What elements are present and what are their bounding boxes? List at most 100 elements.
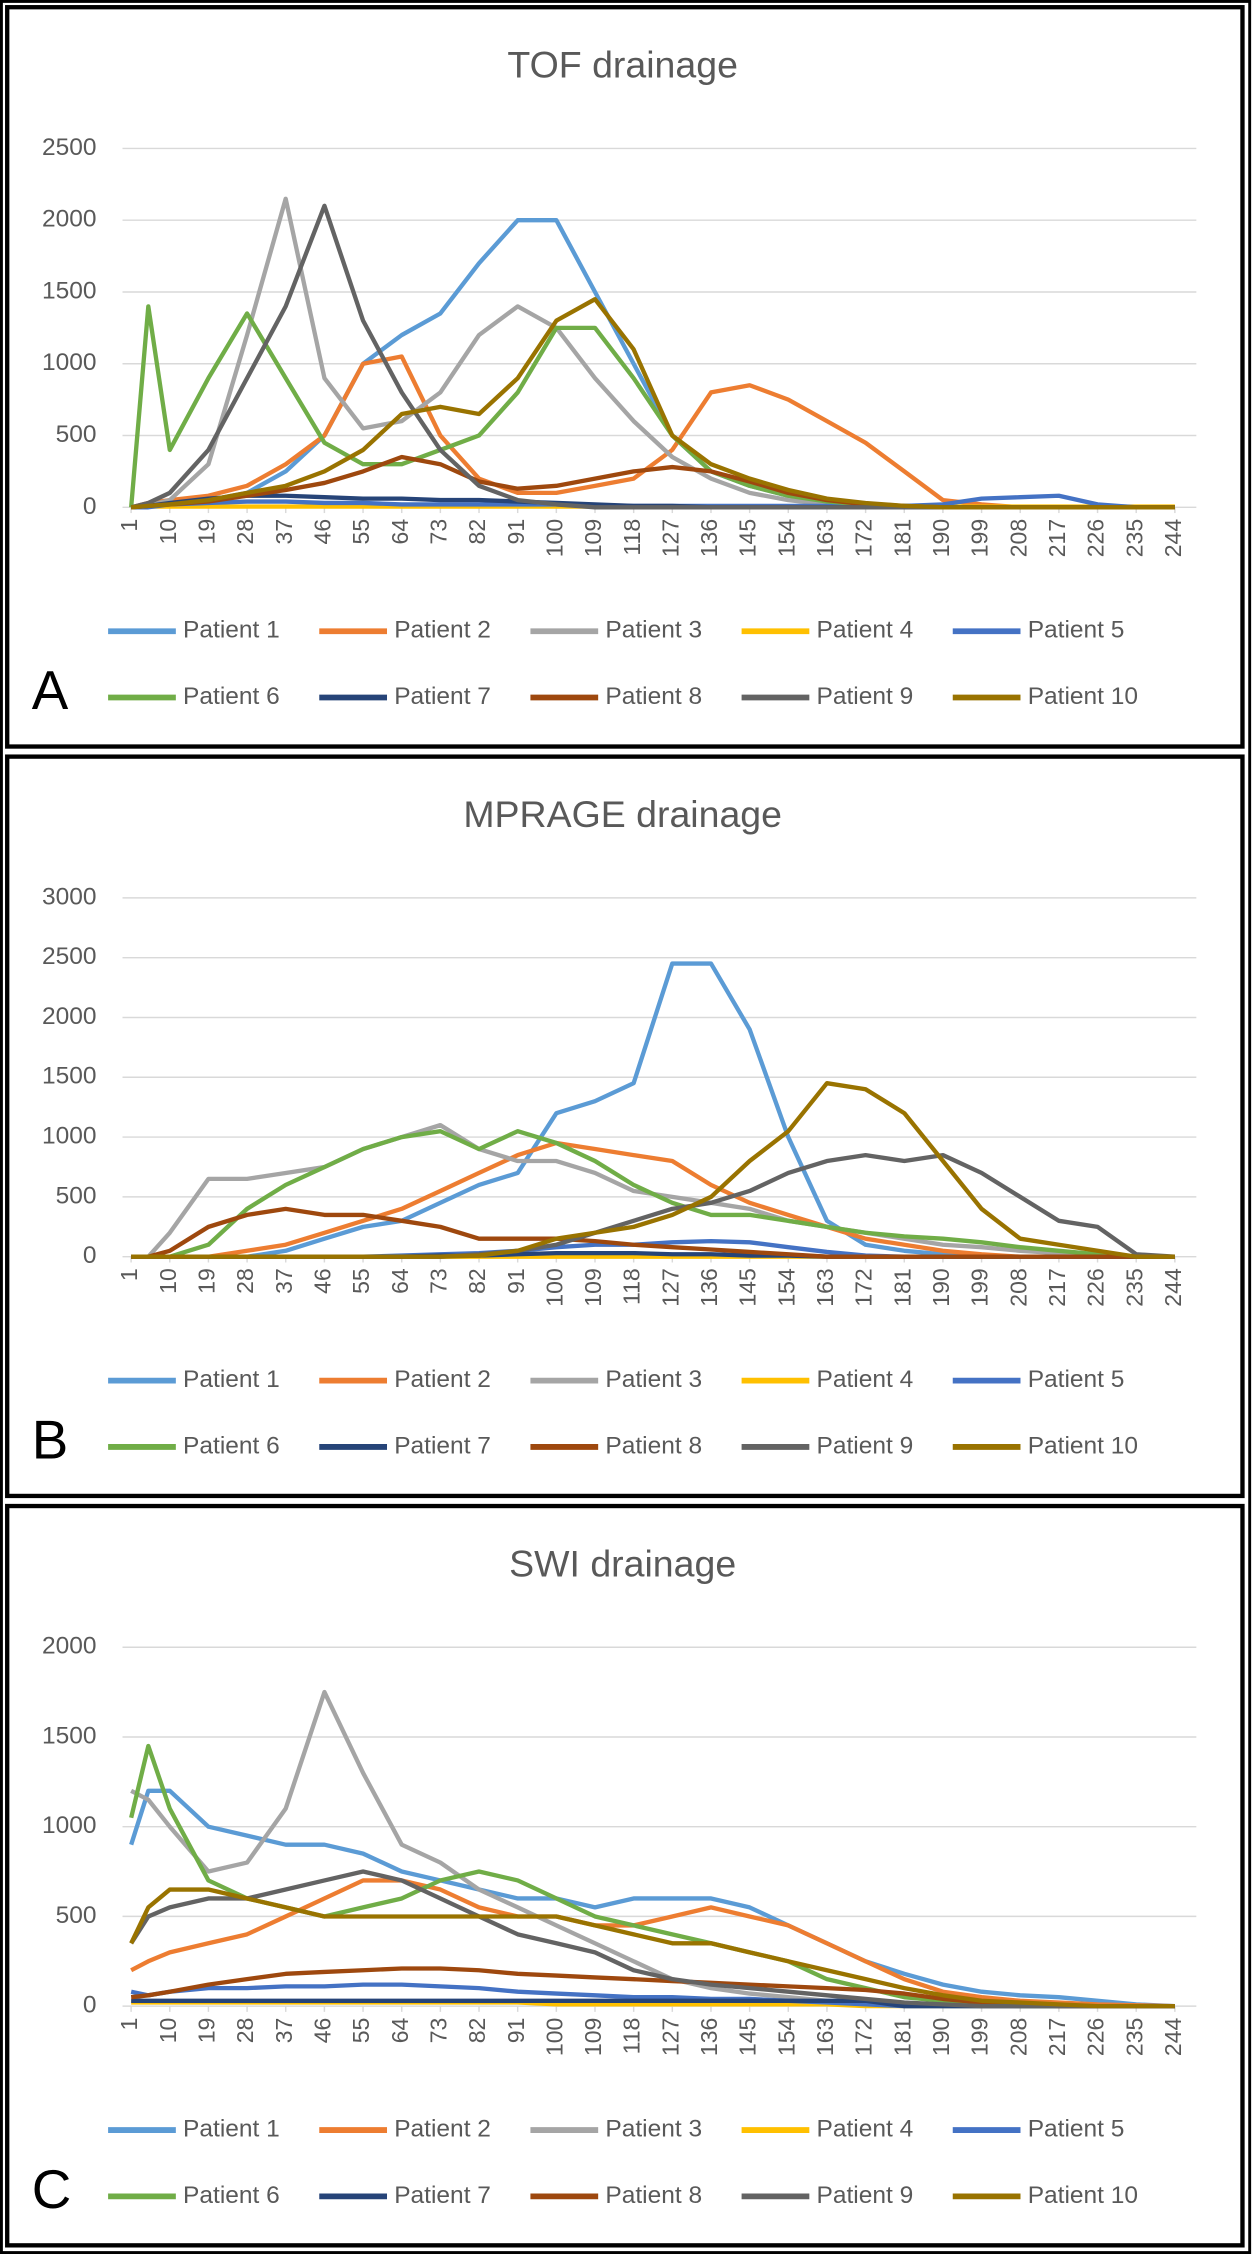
x-tick-label: 181 bbox=[889, 2018, 915, 2056]
x-tick-label: 118 bbox=[619, 519, 645, 556]
x-tick-label: 163 bbox=[812, 1268, 838, 1306]
y-tick-label: 0 bbox=[83, 1242, 97, 1269]
y-tick-label: 1000 bbox=[42, 1812, 97, 1839]
legend-label: Patient 7 bbox=[394, 2182, 491, 2209]
series-line bbox=[129, 1887, 1175, 2009]
panel-label: A bbox=[32, 659, 69, 721]
x-tick-label: 127 bbox=[657, 1268, 683, 1306]
x-tick-label: 46 bbox=[309, 2018, 335, 2044]
panel-frame bbox=[5, 754, 1245, 1499]
y-tick-label: 2000 bbox=[42, 1003, 97, 1030]
x-tick-label: 37 bbox=[271, 2018, 297, 2044]
x-tick-label: 127 bbox=[657, 519, 683, 557]
legend-label: Patient 1 bbox=[183, 617, 280, 644]
y-tick-label: 1000 bbox=[42, 349, 97, 376]
x-tick-label: 100 bbox=[541, 1268, 567, 1306]
legend-label: Patient 7 bbox=[394, 1432, 491, 1459]
x-tick-label: 91 bbox=[503, 2018, 529, 2044]
x-tick-label: 64 bbox=[387, 2017, 413, 2043]
x-tick-label: 217 bbox=[1044, 2018, 1070, 2056]
x-tick-label: 28 bbox=[232, 1268, 258, 1294]
legend-label: Patient 1 bbox=[183, 2116, 280, 2143]
x-tick-label: 181 bbox=[889, 1268, 915, 1306]
legend-label: Patient 8 bbox=[605, 683, 702, 710]
y-tick-label: 2000 bbox=[42, 1633, 97, 1660]
series-line bbox=[130, 297, 1175, 510]
legend-label: Patient 2 bbox=[394, 2116, 491, 2143]
x-tick-label: 109 bbox=[580, 2018, 606, 2056]
x-tick-label: 118 bbox=[619, 1268, 645, 1305]
x-tick-label: 1 bbox=[116, 1268, 142, 1281]
x-tick-label: 55 bbox=[348, 1268, 374, 1294]
x-tick-label: 1 bbox=[116, 519, 142, 532]
x-tick-label: 55 bbox=[348, 519, 374, 545]
legend-label: Patient 4 bbox=[817, 2116, 914, 2143]
x-tick-label: 154 bbox=[773, 2017, 799, 2056]
x-tick-label: 28 bbox=[232, 2018, 258, 2044]
y-tick-label: 500 bbox=[56, 1902, 97, 1929]
panel-frame bbox=[5, 5, 1245, 749]
x-tick-label: 91 bbox=[503, 519, 529, 545]
x-tick-label: 10 bbox=[155, 519, 181, 545]
y-tick-label: 2500 bbox=[42, 134, 97, 161]
x-tick-label: 19 bbox=[194, 1268, 220, 1294]
legend-label: Patient 6 bbox=[183, 683, 280, 710]
x-tick-label: 244 bbox=[1160, 519, 1186, 558]
x-tick-label: 226 bbox=[1083, 1268, 1109, 1306]
x-tick-label: 226 bbox=[1083, 2018, 1109, 2056]
x-tick-label: 244 bbox=[1160, 1268, 1186, 1307]
legend-label: Patient 4 bbox=[817, 617, 914, 644]
series-line bbox=[129, 1788, 1175, 2009]
x-tick-label: 136 bbox=[696, 519, 722, 557]
legend-label: Patient 4 bbox=[817, 1366, 914, 1393]
legend-label: Patient 10 bbox=[1028, 2182, 1138, 2209]
x-tick-label: 55 bbox=[348, 2018, 374, 2044]
x-tick-label: 109 bbox=[580, 519, 606, 557]
x-tick-label: 208 bbox=[1005, 519, 1031, 557]
chart-panel: TOF drainage A 0 500 1000 1500 2000 2500 1 10 19 28… bbox=[5, 5, 1245, 749]
legend-label: Patient 8 bbox=[605, 2182, 702, 2209]
x-tick-label: 127 bbox=[657, 2018, 683, 2056]
panel-label: B bbox=[32, 1409, 69, 1471]
x-tick-label: 163 bbox=[812, 519, 838, 557]
legend-label: Patient 9 bbox=[817, 683, 914, 710]
x-tick-label: 82 bbox=[464, 519, 490, 545]
x-tick-label: 226 bbox=[1083, 519, 1109, 557]
series-line bbox=[129, 1869, 1175, 2009]
y-tick-label: 0 bbox=[83, 493, 97, 520]
legend-label: Patient 3 bbox=[605, 617, 702, 644]
x-tick-label: 136 bbox=[696, 2018, 722, 2056]
x-tick-label: 190 bbox=[928, 519, 954, 557]
x-tick-label: 163 bbox=[812, 2018, 838, 2056]
x-tick-label: 172 bbox=[851, 2018, 877, 2056]
y-tick-label: 500 bbox=[56, 421, 97, 448]
panel-label: C bbox=[32, 2158, 72, 2220]
x-tick-label: 100 bbox=[541, 519, 567, 557]
x-tick-label: 190 bbox=[928, 1268, 954, 1306]
x-tick-label: 235 bbox=[1121, 1268, 1147, 1306]
x-tick-label: 244 bbox=[1160, 2017, 1186, 2056]
series-line bbox=[131, 1122, 1175, 1259]
x-tick-label: 145 bbox=[735, 1268, 761, 1306]
x-tick-label: 118 bbox=[619, 2018, 645, 2055]
x-tick-label: 82 bbox=[464, 1268, 490, 1294]
x-tick-label: 73 bbox=[425, 2018, 451, 2044]
y-tick-label: 3000 bbox=[42, 883, 97, 910]
y-tick-label: 2500 bbox=[42, 943, 97, 970]
x-tick-label: 217 bbox=[1044, 519, 1070, 557]
series-line bbox=[131, 1129, 1175, 1259]
legend-label: Patient 2 bbox=[394, 617, 491, 644]
chart-title: TOF drainage bbox=[507, 44, 738, 86]
y-tick-label: 2000 bbox=[42, 206, 97, 233]
legend-label: Patient 5 bbox=[1028, 1366, 1125, 1393]
x-tick-label: 19 bbox=[194, 519, 220, 545]
chart-title: SWI drainage bbox=[509, 1542, 736, 1584]
x-tick-label: 181 bbox=[889, 519, 915, 557]
x-tick-label: 217 bbox=[1044, 1268, 1070, 1306]
legend-label: Patient 10 bbox=[1028, 1432, 1138, 1459]
legend-label: Patient 5 bbox=[1028, 2116, 1125, 2143]
legend-label: Patient 9 bbox=[817, 1432, 914, 1459]
panel-frame bbox=[5, 1503, 1245, 2248]
